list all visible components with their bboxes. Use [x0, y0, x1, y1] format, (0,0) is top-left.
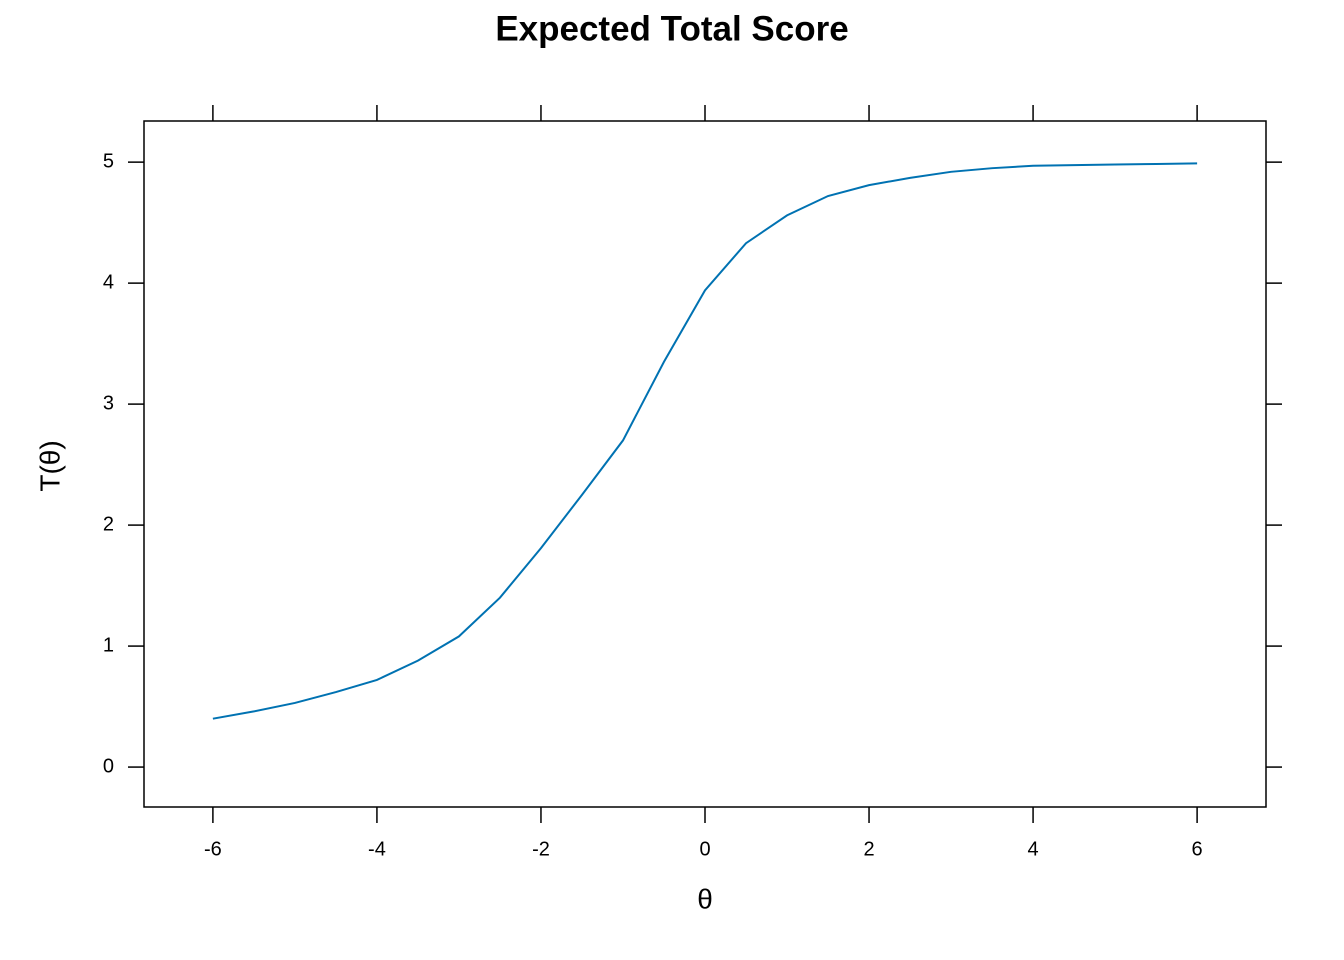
data-line: [212, 162, 1198, 720]
x-tick-label: 2: [863, 838, 874, 860]
y-axis-label: T(θ): [34, 440, 65, 491]
chart-title: Expected Total Score: [495, 9, 848, 48]
y-tick-label: 5: [103, 150, 114, 172]
x-tick-label: -6: [204, 838, 222, 860]
x-tick-label: -4: [368, 838, 386, 860]
x-tick-label: 6: [1192, 838, 1203, 860]
y-tick-label: 3: [103, 392, 114, 414]
y-tick-label: 1: [103, 634, 114, 656]
x-tick-label: -2: [532, 838, 550, 860]
x-tick-label: 4: [1028, 838, 1039, 860]
panel: [143, 120, 1267, 808]
y-tick-label: 2: [103, 513, 114, 535]
y-tick-label: 0: [103, 755, 114, 777]
x-tick-label: 0: [699, 838, 710, 860]
x-axis-label: θ: [697, 883, 713, 914]
y-tick-label: 4: [103, 271, 114, 293]
